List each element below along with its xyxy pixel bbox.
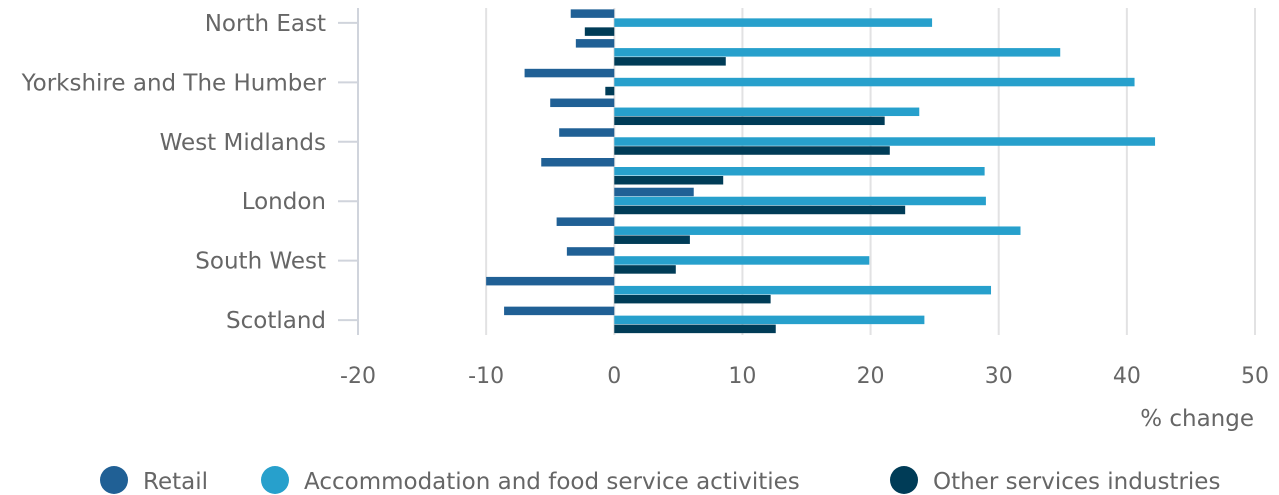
x-axis-title: % change xyxy=(1140,406,1254,432)
bar xyxy=(486,276,615,286)
bar xyxy=(614,196,986,206)
bar xyxy=(556,217,615,226)
bar xyxy=(614,167,985,176)
bar xyxy=(614,235,690,244)
x-tick-label: 50 xyxy=(1241,364,1269,389)
bar xyxy=(614,285,992,295)
bar xyxy=(614,315,925,325)
bar xyxy=(570,9,615,18)
category-label: North East xyxy=(205,11,326,37)
bar xyxy=(614,57,726,66)
legend-swatch xyxy=(100,466,128,494)
value-axis-ticks: -20 -10 0 10 20 30 40 50 xyxy=(340,364,1269,389)
bar xyxy=(550,98,615,108)
bar xyxy=(614,256,870,265)
category-label: South West xyxy=(195,249,326,275)
category-axis: North East Yorkshire and The Humber West M… xyxy=(21,8,359,335)
x-tick-label: 20 xyxy=(857,364,885,389)
category-label: Scotland xyxy=(226,308,326,334)
bar xyxy=(614,146,890,155)
bar xyxy=(614,107,920,117)
legend-label: Other services industries xyxy=(933,469,1220,495)
bar xyxy=(614,265,676,274)
bar xyxy=(614,137,1156,146)
x-tick-label: 10 xyxy=(728,364,756,389)
bar xyxy=(575,39,615,48)
category-label: London xyxy=(242,189,326,215)
legend-label: Accommodation and food service activitie… xyxy=(304,469,800,495)
x-tick-label: -10 xyxy=(468,364,504,389)
bar xyxy=(541,158,615,167)
legend: Retail Accommodation and food service act… xyxy=(100,466,1220,495)
bar xyxy=(504,306,615,316)
bar xyxy=(566,247,615,256)
bar xyxy=(614,116,885,126)
x-tick-label: 40 xyxy=(1113,364,1141,389)
bar xyxy=(614,18,933,27)
category-label: West Midlands xyxy=(160,130,326,156)
category-label: Yorkshire and The Humber xyxy=(21,70,327,96)
bar xyxy=(614,77,1135,87)
bar xyxy=(605,86,615,96)
bar xyxy=(559,128,615,137)
bar xyxy=(614,205,906,215)
x-tick-label: 0 xyxy=(607,364,621,389)
bar xyxy=(614,294,771,304)
bar xyxy=(614,48,1061,57)
bar xyxy=(614,324,776,334)
x-tick-label: 30 xyxy=(985,364,1013,389)
bars xyxy=(486,9,1156,334)
bar xyxy=(584,27,615,36)
bar xyxy=(524,68,615,78)
bar xyxy=(614,176,724,185)
legend-swatch xyxy=(890,466,918,494)
legend-swatch xyxy=(261,466,289,494)
legend-label: Retail xyxy=(143,469,208,495)
bar xyxy=(614,187,694,197)
x-tick-label: -20 xyxy=(340,364,376,389)
bar xyxy=(614,226,1021,235)
